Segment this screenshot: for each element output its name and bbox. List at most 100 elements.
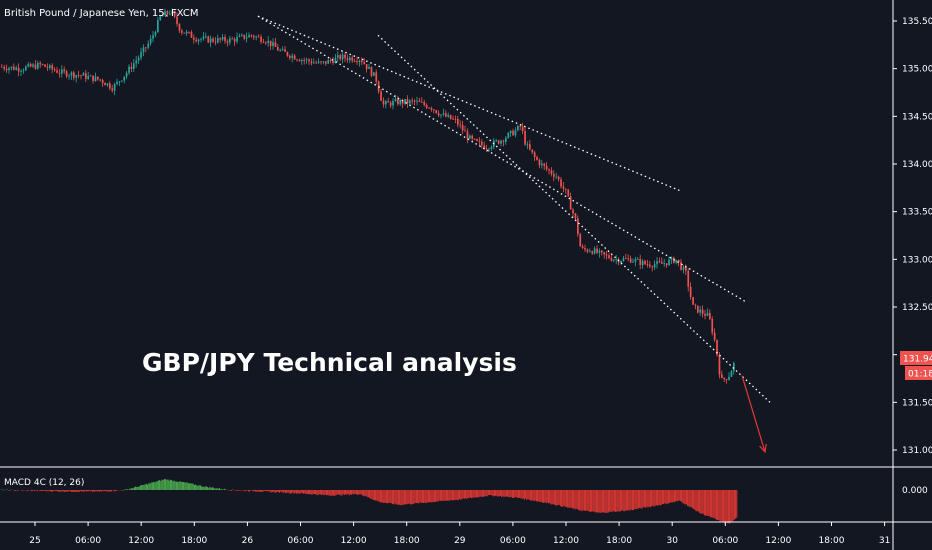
candle-body <box>485 148 488 150</box>
candle-body <box>509 130 512 133</box>
candle-body <box>181 30 183 33</box>
candle-body <box>416 100 418 102</box>
candle-body <box>152 35 154 39</box>
candle-body <box>15 67 18 70</box>
candle-body <box>53 69 56 71</box>
candle-body <box>109 83 111 89</box>
candle-body <box>526 144 529 146</box>
candle-body <box>579 234 582 247</box>
candle-body <box>529 144 531 150</box>
time-tick-label: 06:00 <box>75 536 101 546</box>
candle-body <box>106 83 109 86</box>
candle-body <box>557 176 560 180</box>
candle-body <box>711 318 714 333</box>
candle-body <box>94 76 97 82</box>
candle-body <box>605 254 608 256</box>
candle-body <box>34 64 37 69</box>
candle-body <box>634 259 637 262</box>
candle-body <box>713 332 716 340</box>
candle-body <box>615 259 618 261</box>
candle-body <box>190 32 193 38</box>
candle-body <box>262 41 265 43</box>
candle-body <box>665 263 668 266</box>
candle-body <box>411 100 414 102</box>
candle-body <box>243 34 246 39</box>
projection-arrow-shaft[interactable] <box>741 375 766 453</box>
candle-body <box>56 70 58 73</box>
candle-body <box>685 267 687 271</box>
candle-body <box>596 248 598 253</box>
candle-body <box>32 64 34 67</box>
candle-body <box>382 100 385 105</box>
candle-body <box>548 169 550 171</box>
candle-body <box>293 55 296 60</box>
candle-body <box>58 72 61 74</box>
candle-body <box>140 52 142 58</box>
candle-body <box>344 54 346 59</box>
candle-body <box>231 38 234 40</box>
candle-body <box>538 159 541 166</box>
time-tick-label: 26 <box>242 536 254 546</box>
candle-body <box>39 62 42 65</box>
candle-body <box>433 109 435 111</box>
candle-body <box>452 118 454 120</box>
candle-body <box>680 262 682 270</box>
candle-body <box>214 41 217 43</box>
candle-body <box>92 75 94 82</box>
price-tick-label: 135.000 <box>902 65 932 75</box>
candle-body <box>406 99 409 104</box>
candle-body <box>22 70 25 72</box>
candle-body <box>322 61 325 63</box>
candle-body <box>337 55 339 58</box>
candle-body <box>260 36 262 42</box>
time-tick-label: 12:00 <box>553 536 579 546</box>
candle-body <box>653 264 656 268</box>
time-tick-label: 18:00 <box>819 536 845 546</box>
candle-body <box>718 354 721 375</box>
candle-body <box>248 34 250 38</box>
candle-body <box>296 59 298 61</box>
candle-body <box>517 125 519 131</box>
candle-body <box>536 156 538 160</box>
candle-body <box>555 176 558 178</box>
candle-body <box>687 270 690 287</box>
candle-body <box>284 49 286 52</box>
candle-body <box>125 72 128 77</box>
candle-body <box>329 59 332 61</box>
candle-body <box>241 34 243 36</box>
candle-body <box>692 296 694 305</box>
candle-body <box>291 55 294 58</box>
candle-body <box>339 55 342 60</box>
candle-body <box>603 252 606 255</box>
price-tick-label: 131.500 <box>902 398 932 408</box>
candle-body <box>101 80 104 84</box>
candle-body <box>409 100 411 104</box>
candle-body <box>490 146 493 149</box>
candle-body <box>632 261 634 263</box>
candle-body <box>591 251 594 254</box>
price-tag-value: 131.948 <box>903 355 932 365</box>
candle-body <box>637 259 639 260</box>
candle-body <box>401 100 404 104</box>
candle-body <box>99 79 102 81</box>
candle-body <box>608 255 610 259</box>
candle-body <box>646 264 649 265</box>
candle-body <box>301 59 303 62</box>
candle-body <box>349 57 351 61</box>
candle-body <box>89 75 92 77</box>
candle-body <box>495 140 498 142</box>
candle-body <box>413 100 416 102</box>
candle-body <box>267 40 270 43</box>
candle-body <box>531 149 534 153</box>
candle-body <box>668 259 670 266</box>
candle-body <box>121 80 123 82</box>
candle-body <box>709 312 711 319</box>
candle-body <box>68 75 70 77</box>
candle-body <box>601 250 603 253</box>
candle-body <box>723 377 726 380</box>
candle-body <box>483 145 486 149</box>
time-axis[interactable]: 25 06:00 12:00 18:00 26 06:00 12:00 18:00 29 06:0… <box>29 522 890 546</box>
candle-body <box>133 63 135 69</box>
candle-body <box>394 98 397 101</box>
